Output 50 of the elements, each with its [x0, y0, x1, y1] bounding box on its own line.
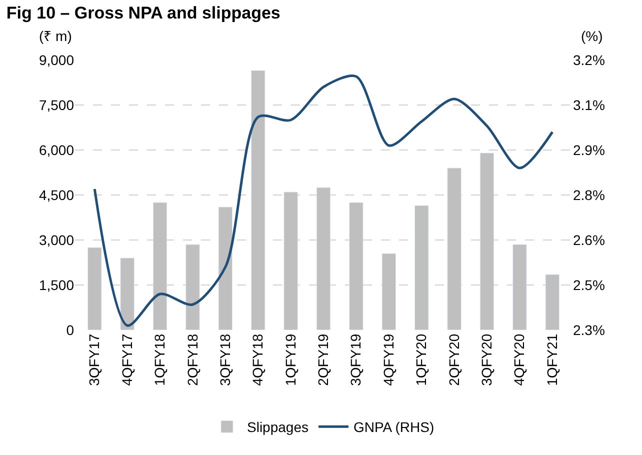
bar	[512, 244, 527, 330]
y-tick-label: 3,000	[38, 232, 74, 248]
x-tick-label: 3QFY18	[216, 334, 233, 386]
bar	[316, 187, 331, 330]
x-tick-label: 1QFY18	[152, 334, 168, 386]
bar	[120, 258, 134, 330]
bar	[447, 168, 462, 330]
y-tick-label: 4,500	[38, 186, 74, 203]
y2-tick-label: 2.3%	[573, 322, 605, 338]
x-tick-label: 3QFY17	[86, 334, 102, 386]
bar	[284, 192, 298, 330]
bar	[480, 152, 494, 330]
y2-tick-label: 3.1%	[573, 96, 605, 113]
x-tick-label: 2QFY18	[184, 334, 200, 386]
x-tick-label: 1QFY21	[544, 334, 560, 386]
y-tick-label: 9,000	[38, 52, 74, 68]
chart-title: Fig 10 – Gross NPA and slippages	[6, 4, 280, 23]
y2-tick-label: 3.2%	[573, 52, 605, 68]
y2-tick-label: 2.5%	[573, 276, 605, 293]
x-tick-label: 3QFY20	[478, 334, 495, 386]
x-tick-label: 1QFY20	[413, 334, 430, 386]
x-tick-label: 2QFY19	[315, 334, 332, 386]
legend-label: Slippages	[247, 419, 308, 436]
bar	[218, 206, 233, 330]
bar	[349, 202, 364, 330]
bar	[250, 70, 266, 330]
y2-axis-title: (%)	[581, 28, 603, 44]
y2-tick-label: 2.6%	[573, 232, 605, 248]
x-tick-label: 2QFY20	[446, 334, 462, 386]
y-tick-label: 1,500	[38, 276, 74, 293]
x-tick-label: 1QFY19	[282, 334, 298, 386]
x-tick-label: 4QFY17	[118, 334, 135, 386]
bar	[152, 202, 168, 330]
x-tick-label: 3QFY19	[348, 334, 364, 386]
y2-tick-label: 2.9%	[573, 142, 605, 158]
x-tick-label: 4QFY20	[511, 334, 528, 386]
bar	[545, 274, 560, 330]
bar	[186, 244, 200, 330]
y-tick-label: 7,500	[38, 96, 74, 113]
bar	[414, 205, 429, 330]
y-axis-title: (₹ m)	[39, 28, 72, 44]
x-tick-label: 4QFY19	[380, 334, 396, 386]
x-tick-label: 4QFY18	[250, 334, 266, 386]
y-tick-label: 6,000	[38, 142, 74, 158]
legend-label: GNPA (RHS)	[354, 419, 434, 436]
bar	[88, 247, 102, 330]
y2-tick-label: 2.8%	[573, 186, 605, 203]
line-series	[93, 74, 554, 327]
bar	[382, 253, 396, 330]
y-tick-label: 0	[66, 322, 74, 338]
